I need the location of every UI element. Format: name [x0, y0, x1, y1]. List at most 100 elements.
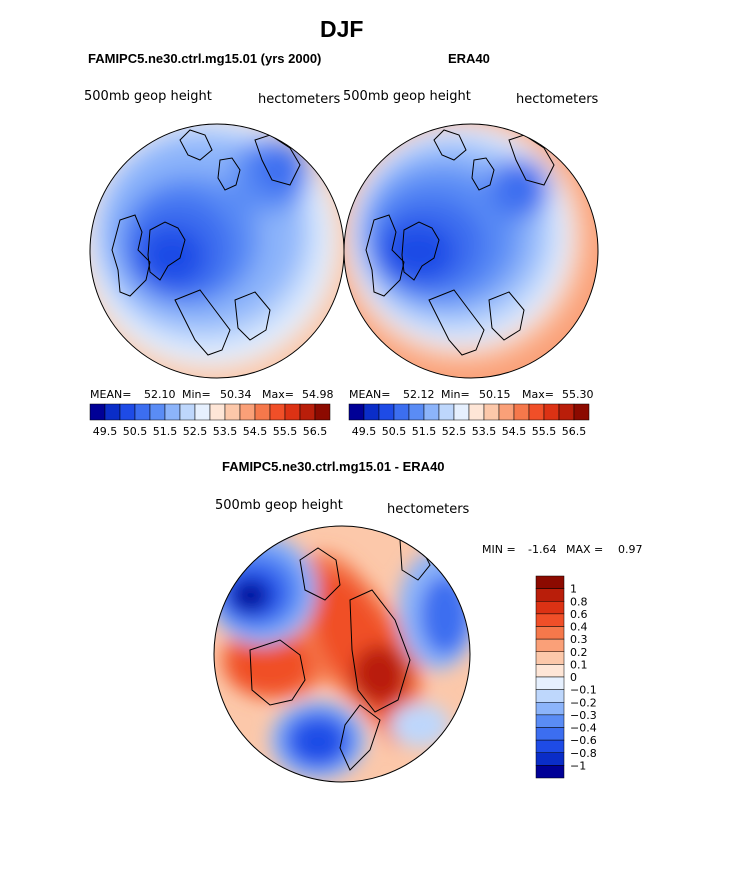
colorbar-era40-swatch: [408, 403, 425, 421]
panel-right-mean: 52.12: [403, 388, 435, 401]
map-era40: [343, 123, 599, 379]
colorbar-era40-swatch: [423, 403, 440, 421]
colorbar-difference-tick-label: 0.8: [570, 595, 588, 608]
panel-left-title: FAMIPC5.ne30.ctrl.mg15.01 (yrs 2000): [88, 51, 322, 66]
diff-max-label: MAX =: [566, 543, 604, 556]
colorbar-era40-tick-label: 49.5: [352, 425, 377, 438]
colorbar-era40-swatch: [483, 403, 500, 421]
colorbar-model-tick-label: 49.5: [93, 425, 118, 438]
colorbar-era40-swatch: [468, 403, 485, 421]
panel-left-field: 500mb geop height: [84, 89, 212, 104]
colorbar-difference-tick-label: 0: [570, 671, 577, 684]
colorbar-difference-swatch: [535, 601, 565, 615]
page-title: DJF: [320, 16, 364, 42]
colorbar-model-swatch: [254, 403, 271, 421]
colorbar-model-tick-label: 50.5: [123, 425, 148, 438]
colorbar-difference-swatch: [535, 727, 565, 741]
colorbar-model-swatch: [134, 403, 151, 421]
coastlines-difference: [249, 539, 431, 771]
colorbar-model-swatch: [209, 403, 226, 421]
colorbar-difference-swatch: [535, 752, 565, 766]
panel-right-field: 500mb geop height: [343, 89, 471, 104]
colorbars: 49.5 50.5 51.5 52.5 53.5 54.5 55.5 56.5 49.5 50.5…: [89, 403, 597, 779]
diff-min-label: MIN =: [482, 543, 516, 556]
diff-min: -1.64: [528, 543, 557, 556]
diff-max: 0.97: [618, 543, 643, 556]
colorbar-era40-swatch: [573, 403, 590, 421]
colorbar-difference-swatch: [535, 714, 565, 728]
colorbar-model-tick-label: 54.5: [243, 425, 268, 438]
colorbar-difference-tick-label: −0.3: [570, 709, 597, 722]
panel-left-mean: 52.10: [144, 388, 176, 401]
map-model: [89, 123, 345, 379]
colorbar-model-swatch: [239, 403, 256, 421]
panel-right-max-label: Max=: [522, 388, 554, 401]
colorbar-difference-swatch: [535, 664, 565, 678]
map-difference: [213, 525, 471, 783]
colorbar-era40-tick-label: 51.5: [412, 425, 437, 438]
panel-left-units: hectometers: [258, 92, 341, 107]
colorbar-era40-swatch: [543, 403, 560, 421]
diff-field: 500mb geop height: [215, 498, 343, 513]
colorbar-model-tick-label: 53.5: [213, 425, 238, 438]
colorbar-model-tick-label: 51.5: [153, 425, 178, 438]
colorbar-difference-tick-label: −0.6: [570, 734, 597, 747]
colorbar-difference-swatch: [535, 575, 565, 589]
colorbar-model-swatch: [224, 403, 241, 421]
coastlines-model: [111, 129, 301, 356]
colorbar-difference-swatch: [535, 626, 565, 640]
colorbar-difference-swatch: [535, 689, 565, 703]
colorbar-difference-tick-label: 0.1: [570, 658, 588, 671]
colorbar-difference-tick-label: −0.8: [570, 747, 597, 760]
colorbar-difference-tick-label: 1: [570, 583, 577, 596]
colorbar-difference-swatch: [535, 676, 565, 690]
colorbar-era40-swatch: [363, 403, 380, 421]
colorbar-era40-swatch: [513, 403, 530, 421]
panel-left-max-label: Max=: [262, 388, 294, 401]
panel-right-max: 55.30: [562, 388, 594, 401]
colorbar-era40-swatch: [378, 403, 395, 421]
colorbar-difference-swatch: [535, 765, 565, 779]
colorbar-difference-swatch: [535, 739, 565, 753]
coastlines-era40: [365, 129, 555, 356]
panel-left-mean-label: MEAN=: [90, 388, 132, 401]
colorbar-difference-swatch: [535, 638, 565, 652]
colorbar-difference-swatch: [535, 702, 565, 716]
colorbar-era40-tick-label: 53.5: [472, 425, 497, 438]
colorbar-difference-tick-label: 0.4: [570, 621, 588, 634]
colorbar-era40-swatch: [438, 403, 455, 421]
colorbar-model-swatch: [164, 403, 181, 421]
diff-units: hectometers: [387, 502, 470, 517]
colorbar-model-swatch: [104, 403, 121, 421]
colorbar-difference-tick-label: −0.1: [570, 684, 597, 697]
colorbar-era40-tick-label: 50.5: [382, 425, 407, 438]
colorbar-difference-tick-label: 0.2: [570, 646, 588, 659]
panel-right-units: hectometers: [516, 92, 599, 107]
colorbar-era40-swatch: [453, 403, 470, 421]
panel-right-min-label: Min=: [441, 388, 470, 401]
colorbar-era40-tick-label: 55.5: [532, 425, 557, 438]
colorbar-era40-swatch: [393, 403, 410, 421]
colorbar-model-swatch: [194, 403, 211, 421]
colorbar-era40-swatch: [348, 403, 365, 421]
colorbar-model-tick-label: 55.5: [273, 425, 298, 438]
colorbar-era40-tick-label: 52.5: [442, 425, 467, 438]
panel-right-min: 50.15: [479, 388, 511, 401]
colorbar-difference-swatch: [535, 613, 565, 627]
colorbar-era40-swatch: [498, 403, 515, 421]
panel-left-min-label: Min=: [182, 388, 211, 401]
colorbar-difference-tick-label: 0.3: [570, 633, 588, 646]
panel-left-min: 50.34: [220, 388, 252, 401]
colorbar-era40-tick-label: 54.5: [502, 425, 527, 438]
colorbar-model-tick-label: 56.5: [303, 425, 328, 438]
colorbar-era40-swatch: [558, 403, 575, 421]
colorbar-difference-tick-label: −1: [570, 759, 586, 772]
colorbar-era40-tick-label: 56.5: [562, 425, 587, 438]
colorbar-model-swatch: [119, 403, 136, 421]
colorbar-model-tick-label: 52.5: [183, 425, 208, 438]
diff-title: FAMIPC5.ne30.ctrl.mg15.01 - ERA40: [222, 459, 445, 474]
colorbar-difference-tick-label: −0.2: [570, 696, 597, 709]
panel-right-title: ERA40: [448, 51, 490, 66]
colorbar-difference-tick-label: 0.6: [570, 608, 588, 621]
